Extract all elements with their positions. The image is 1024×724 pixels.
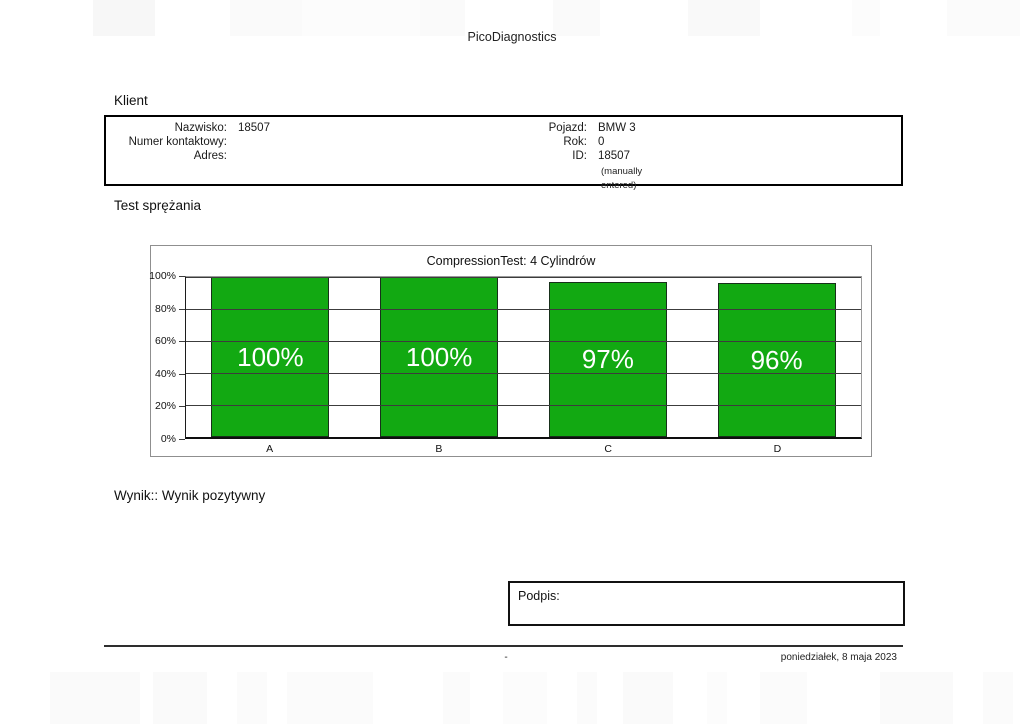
client-section-heading: Klient: [114, 93, 148, 108]
signature-label: Podpis:: [518, 589, 560, 603]
background-texture-block: [880, 672, 953, 724]
gridline: [186, 405, 861, 406]
result-line: Wynik:: Wynik pozytywny: [114, 488, 265, 503]
background-texture-block: [443, 672, 470, 724]
bar-value-label: 96%: [750, 344, 803, 375]
bar-slot-A: 100%: [186, 277, 355, 437]
background-texture-block: [237, 672, 267, 724]
background-texture-block: [760, 672, 807, 724]
bar-value-label: 97%: [581, 343, 634, 374]
bar-slot-D: 96%: [692, 277, 861, 437]
gridline: [186, 373, 861, 374]
background-texture-block: [50, 672, 140, 724]
y-tick: [179, 308, 185, 310]
x-category-label: B: [435, 443, 443, 455]
background-texture-block: [153, 672, 207, 724]
background-texture-block: [623, 672, 673, 724]
background-texture-block: [577, 672, 597, 724]
y-tick: [179, 341, 185, 343]
bar-slot-B: 100%: [355, 277, 524, 437]
x-category-label: D: [773, 443, 782, 455]
field-pojazd: Pojazd: BMW 3: [484, 121, 636, 135]
bar-D: 96%: [717, 283, 836, 437]
field-numer-kontaktowy: Numer kontaktowy:: [106, 135, 270, 149]
field-id: ID: 18507: [484, 149, 636, 163]
chart-bars: 100% 100% 97% 96%: [186, 277, 861, 437]
y-tick-label: 100%: [149, 270, 176, 282]
result-label: Wynik::: [114, 488, 159, 503]
gridline: [186, 341, 861, 342]
bar-B: 100%: [380, 277, 499, 437]
field-label: Numer kontaktowy:: [128, 136, 227, 148]
chart-y-axis: 0% 20% 40% 60% 80% 100%: [149, 270, 185, 445]
footer-date: poniedziałek, 8 maja 2023: [780, 652, 897, 663]
y-tick: [179, 276, 185, 277]
field-rok: Rok: 0: [484, 135, 636, 149]
bar-value-label: 100%: [405, 341, 473, 372]
test-section-heading: Test sprężania: [114, 198, 202, 213]
background-texture-block: [287, 672, 373, 724]
y-tick: [179, 406, 185, 408]
field-value: 18507: [238, 122, 270, 134]
x-category-label: C: [604, 443, 612, 455]
y-tick: [179, 373, 185, 375]
y-tick: [179, 439, 185, 440]
field-label: Nazwisko:: [174, 122, 227, 134]
gridline: [186, 277, 861, 278]
bar-C: 97%: [548, 281, 667, 437]
y-tick-label: 0%: [160, 433, 176, 445]
field-value: BMW 3: [598, 122, 636, 134]
result-value: Wynik pozytywny: [161, 488, 266, 503]
y-tick-label: 60%: [154, 335, 176, 348]
field-label: Rok:: [563, 136, 587, 148]
bar-value-label: 100%: [237, 341, 304, 372]
bar-A: 100%: [211, 277, 330, 437]
gridline: [186, 309, 861, 310]
field-label: Adres:: [193, 150, 227, 162]
field-label: ID:: [572, 150, 587, 162]
background-texture-block: [707, 672, 727, 724]
y-tick-label: 40%: [154, 367, 176, 380]
field-value: 18507: [598, 150, 630, 162]
y-tick-label: 20%: [154, 400, 176, 413]
field-value: 0: [598, 136, 605, 148]
field-label: Pojazd:: [548, 122, 587, 134]
chart-x-axis: A B C D: [185, 443, 862, 455]
client-info-box: Nazwisko: 18507 Numer kontaktowy: Adres:…: [104, 115, 903, 191]
report-title: PicoDiagnostics: [467, 30, 557, 44]
background-texture-block: [503, 672, 547, 724]
x-category-label: A: [266, 443, 274, 455]
background-texture-block: [983, 672, 1013, 724]
chart-title: CompressionTest: 4 Cylindrów: [426, 254, 596, 268]
bar-slot-C: 97%: [524, 277, 693, 437]
chart-plot-area: 100% 100% 97% 96%: [185, 276, 862, 439]
manually-entered-note: (manually entered): [601, 166, 643, 191]
footer-center-text: -: [504, 652, 508, 663]
client-fields-right: Pojazd: BMW 3 Rok: 0 ID: 18507 (manually…: [484, 121, 643, 191]
client-fields-left: Nazwisko: 18507 Numer kontaktowy: Adres:: [106, 121, 270, 163]
y-tick-label: 80%: [154, 302, 176, 315]
footer-divider: [104, 645, 903, 647]
field-nazwisko: Nazwisko: 18507: [106, 121, 270, 135]
compression-test-chart: CompressionTest: 4 Cylindrów 0% 20% 40% 60%…: [149, 245, 872, 457]
field-adres: Adres:: [106, 149, 270, 163]
signature-box: Podpis:: [508, 581, 905, 626]
